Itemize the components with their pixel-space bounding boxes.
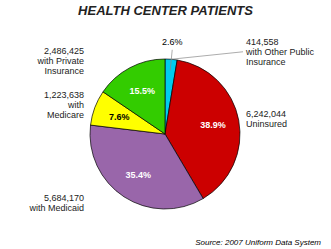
svg-text:6,242,044Uninsured: 6,242,044Uninsured	[246, 109, 287, 129]
svg-text:38.9%: 38.9%	[200, 120, 226, 130]
svg-text:1,223,638withMedicare: 1,223,638withMedicare	[44, 90, 84, 120]
svg-text:2,486,425with PrivateInsurance: 2,486,425with PrivateInsurance	[36, 46, 84, 76]
svg-text:5,684,170with Medicaid: 5,684,170with Medicaid	[28, 193, 84, 213]
html-text:Source: 2007 Uniform Data Syst: Source: 2007 Uniform Data System	[195, 238, 321, 247]
svg-text:7.6%: 7.6%	[109, 112, 130, 122]
svg-text:15.5%: 15.5%	[129, 86, 155, 96]
html-text:HEALTH CENTER PATIENTS: HEALTH CENTER PATIENTS	[78, 3, 253, 18]
svg-text:2.6%: 2.6%	[162, 37, 183, 47]
svg-text:414,558with Other PublicInsura: 414,558with Other PublicInsurance	[245, 37, 315, 67]
svg-text:35.4%: 35.4%	[126, 170, 152, 180]
